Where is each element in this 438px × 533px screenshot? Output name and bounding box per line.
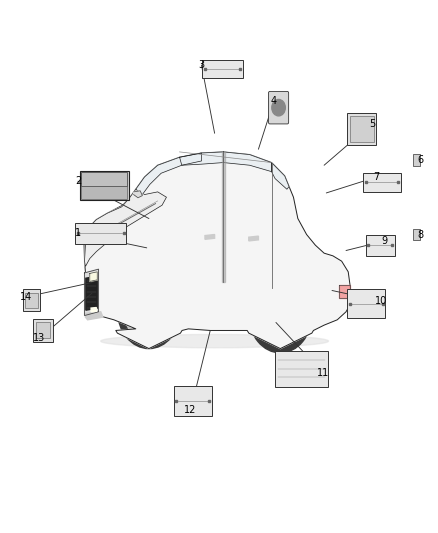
FancyBboxPatch shape: [413, 229, 420, 240]
Circle shape: [276, 310, 284, 319]
FancyBboxPatch shape: [347, 289, 385, 318]
Text: 9: 9: [381, 236, 388, 246]
Polygon shape: [223, 152, 272, 172]
Polygon shape: [222, 152, 225, 282]
Circle shape: [272, 305, 288, 324]
Text: 7: 7: [374, 172, 380, 182]
Circle shape: [249, 276, 312, 353]
Text: 1: 1: [75, 229, 81, 238]
FancyBboxPatch shape: [365, 235, 395, 256]
Polygon shape: [91, 308, 96, 312]
Polygon shape: [85, 312, 103, 320]
Circle shape: [117, 272, 180, 349]
Text: 12: 12: [184, 406, 197, 415]
FancyBboxPatch shape: [275, 351, 328, 387]
Circle shape: [141, 301, 157, 320]
Polygon shape: [90, 272, 97, 281]
FancyBboxPatch shape: [268, 92, 289, 124]
Text: 6: 6: [417, 155, 424, 165]
Text: 11: 11: [317, 368, 329, 378]
FancyBboxPatch shape: [81, 172, 127, 186]
Polygon shape: [84, 152, 350, 349]
Polygon shape: [85, 269, 99, 316]
Text: 8: 8: [417, 230, 424, 239]
FancyBboxPatch shape: [36, 322, 50, 338]
Text: 2: 2: [75, 176, 81, 186]
Polygon shape: [85, 189, 166, 266]
Circle shape: [272, 100, 285, 116]
FancyBboxPatch shape: [202, 60, 243, 78]
Text: 14: 14: [20, 292, 32, 302]
Polygon shape: [249, 236, 258, 241]
Circle shape: [124, 279, 174, 341]
FancyBboxPatch shape: [173, 386, 212, 416]
Circle shape: [131, 289, 166, 332]
FancyBboxPatch shape: [350, 116, 374, 142]
Ellipse shape: [101, 335, 328, 348]
FancyBboxPatch shape: [363, 173, 401, 191]
Text: 3: 3: [198, 60, 205, 70]
FancyBboxPatch shape: [75, 223, 127, 244]
Circle shape: [255, 284, 306, 345]
Polygon shape: [136, 153, 201, 195]
Circle shape: [145, 305, 153, 315]
Polygon shape: [86, 276, 97, 310]
Text: 5: 5: [369, 119, 375, 128]
Polygon shape: [272, 163, 289, 189]
FancyBboxPatch shape: [33, 319, 53, 342]
FancyBboxPatch shape: [23, 289, 40, 311]
Text: 10: 10: [375, 296, 387, 306]
FancyBboxPatch shape: [413, 154, 420, 166]
Polygon shape: [339, 285, 350, 298]
Polygon shape: [180, 152, 223, 165]
Text: 13: 13: [33, 334, 46, 343]
Text: 4: 4: [271, 96, 277, 106]
FancyBboxPatch shape: [25, 293, 38, 308]
FancyBboxPatch shape: [347, 113, 376, 145]
FancyBboxPatch shape: [81, 186, 127, 199]
Polygon shape: [134, 191, 142, 198]
Circle shape: [263, 293, 298, 336]
Polygon shape: [205, 235, 215, 239]
FancyBboxPatch shape: [80, 171, 129, 200]
